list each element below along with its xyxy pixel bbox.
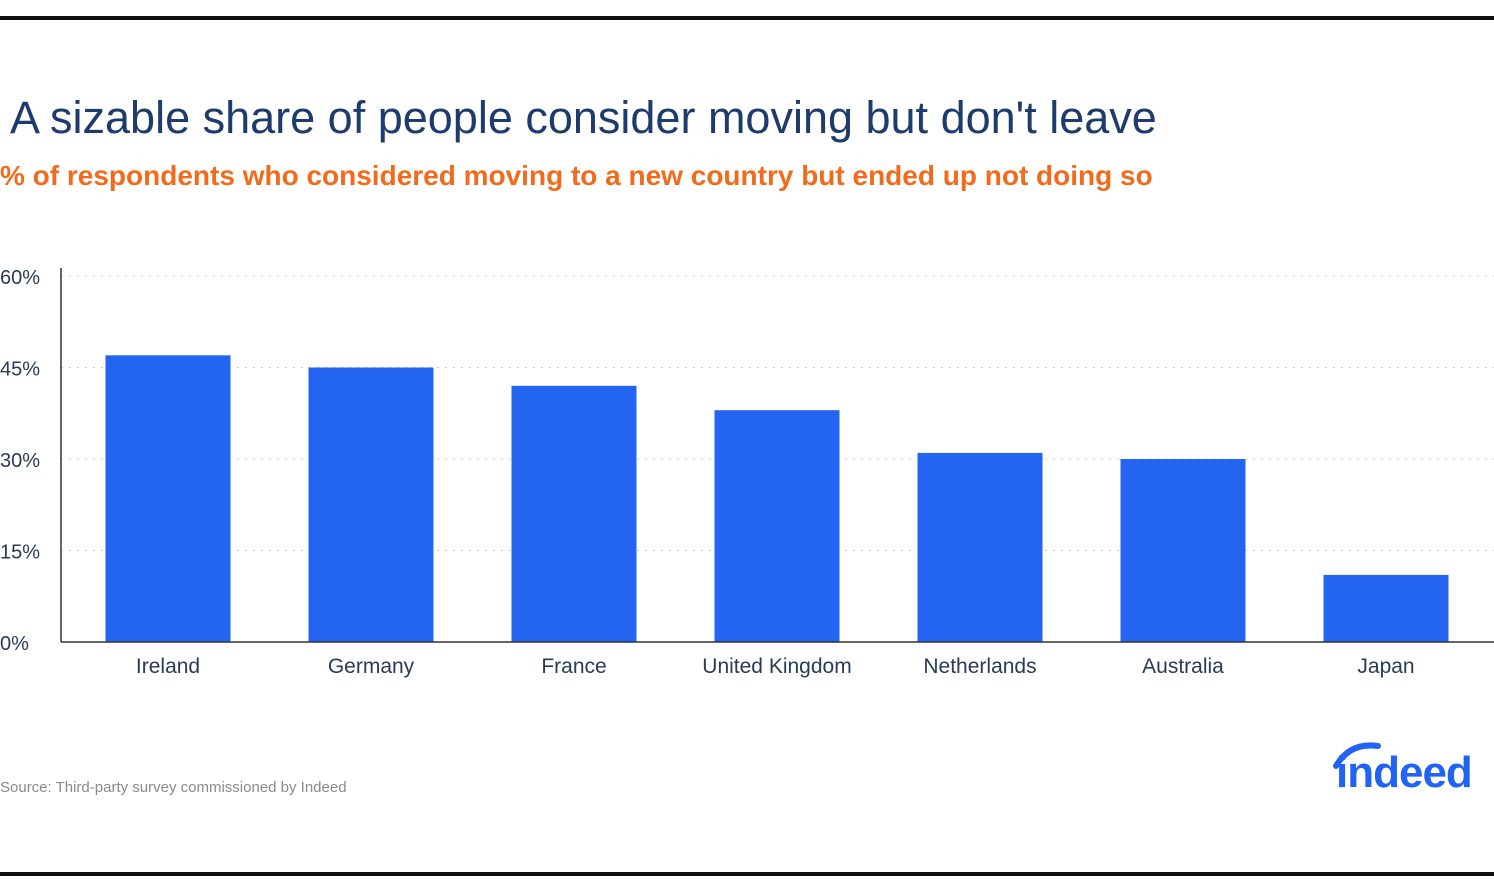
- x-axis-ticks: Ireland Germany France United Kingdom Nether…: [136, 655, 1415, 678]
- x-tick-label: Ireland: [136, 655, 200, 678]
- x-tick-label: Germany: [328, 655, 415, 678]
- chart-subtitle: % of respondents who considered moving t…: [0, 160, 1153, 191]
- bar-chart: 0% 15% 30% 45% 60% Ireland Germany France Unite…: [0, 267, 1494, 678]
- bar-netherlands: [917, 452, 1043, 642]
- y-tick-label: 30%: [0, 450, 40, 472]
- y-axis-ticks: 0% 15% 30% 45% 60%: [0, 267, 40, 655]
- top-rule: [0, 16, 1494, 20]
- x-tick-label: Netherlands: [923, 655, 1036, 678]
- indeed-arc-icon: [1333, 742, 1381, 769]
- bars: [105, 355, 1449, 642]
- y-tick-label: 15%: [0, 542, 40, 564]
- bar-ireland: [105, 355, 231, 642]
- x-tick-label: Australia: [1142, 655, 1224, 678]
- x-tick-label: Japan: [1357, 655, 1414, 678]
- y-tick-label: 0%: [0, 633, 29, 655]
- bar-france: [511, 385, 637, 642]
- indeed-logo: indeed: [1320, 740, 1494, 800]
- indeed-wordmark: indeed: [1336, 748, 1473, 797]
- source-note: Source: Third-party survey commissioned …: [0, 779, 347, 796]
- y-tick-label: 45%: [0, 359, 40, 381]
- bar-japan: [1323, 574, 1449, 642]
- x-tick-label: United Kingdom: [702, 655, 851, 678]
- x-tick-label: France: [541, 655, 606, 678]
- bottom-rule: [0, 872, 1494, 876]
- bar-germany: [308, 367, 434, 642]
- bar-australia: [1120, 459, 1246, 642]
- y-tick-label: 60%: [0, 267, 40, 289]
- bar-united-kingdom: [714, 410, 840, 642]
- chart-title: A sizable share of people consider movin…: [10, 92, 1157, 143]
